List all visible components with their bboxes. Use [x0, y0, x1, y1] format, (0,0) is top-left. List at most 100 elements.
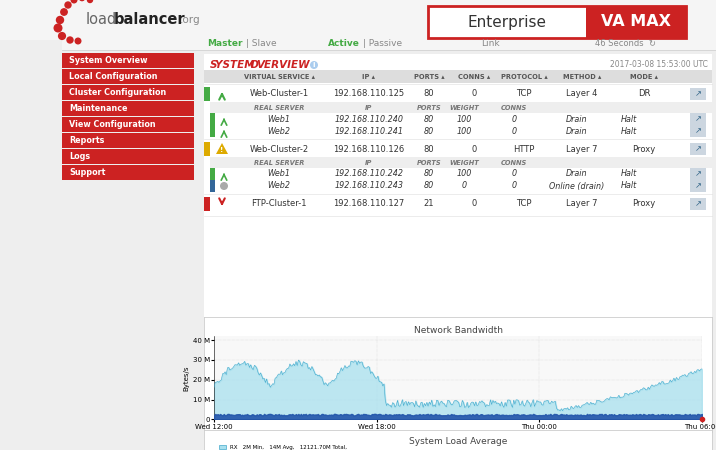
Bar — [690, 88, 706, 100]
Text: Drain: Drain — [566, 126, 588, 135]
Text: load: load — [86, 13, 117, 27]
Text: Proxy: Proxy — [632, 199, 656, 208]
Circle shape — [67, 37, 73, 43]
Text: YSTEM: YSTEM — [215, 60, 258, 70]
Text: View Configuration: View Configuration — [69, 120, 155, 129]
Legend: RX   2M Min,   14M Avg,   12121.70M Total,, TX   2M Min,   14M Avg,   11972.39M : RX 2M Min, 14M Avg, 12121.70M Total,, TX… — [217, 443, 349, 450]
Text: PORTS: PORTS — [417, 105, 441, 111]
Bar — [210, 102, 712, 113]
Text: Halt: Halt — [621, 114, 637, 123]
Text: Layer 7: Layer 7 — [566, 199, 598, 208]
Text: CONNS: CONNS — [501, 105, 527, 111]
Text: | Passive: | Passive — [360, 40, 402, 49]
Text: Active: Active — [328, 40, 360, 49]
Text: Layer 7: Layer 7 — [566, 144, 598, 153]
Bar — [210, 125, 215, 137]
Text: 2017-03-08 15:53:00 UTC: 2017-03-08 15:53:00 UTC — [610, 60, 708, 69]
Bar — [690, 113, 706, 125]
Circle shape — [310, 61, 318, 69]
Circle shape — [57, 17, 64, 23]
Text: | Slave: | Slave — [243, 40, 276, 49]
Text: 0: 0 — [471, 144, 477, 153]
Text: Logs: Logs — [69, 152, 90, 161]
Text: CONNS: CONNS — [501, 160, 527, 166]
Text: VERVIEW: VERVIEW — [256, 60, 309, 70]
Text: FTP-Cluster-1: FTP-Cluster-1 — [251, 199, 306, 208]
Text: 46 Seconds  ↻: 46 Seconds ↻ — [594, 40, 655, 49]
Text: 192.168.110.241: 192.168.110.241 — [334, 126, 404, 135]
Circle shape — [59, 32, 65, 40]
Bar — [62, 69, 194, 84]
Text: .org: .org — [180, 15, 200, 25]
Text: 100: 100 — [456, 170, 472, 179]
Text: Proxy: Proxy — [632, 144, 656, 153]
Text: Maintenance: Maintenance — [69, 104, 127, 113]
Text: S: S — [210, 60, 218, 70]
Bar — [62, 165, 194, 180]
Text: !: ! — [221, 147, 223, 153]
Text: Local Configuration: Local Configuration — [69, 72, 158, 81]
Bar — [690, 125, 706, 137]
Y-axis label: Bytes/s: Bytes/s — [184, 365, 190, 391]
Circle shape — [71, 0, 77, 3]
Text: Halt: Halt — [621, 181, 637, 190]
Text: WEIGHT: WEIGHT — [449, 105, 479, 111]
Text: 0: 0 — [471, 199, 477, 208]
Text: System Load Average: System Load Average — [409, 437, 507, 446]
Text: 0: 0 — [511, 170, 516, 179]
Text: VA MAX: VA MAX — [601, 14, 671, 30]
Bar — [428, 6, 686, 38]
Circle shape — [87, 0, 92, 3]
Text: ↗: ↗ — [695, 199, 702, 208]
Bar — [62, 117, 194, 132]
Text: Cluster Configuration: Cluster Configuration — [69, 88, 166, 97]
Text: 0: 0 — [511, 181, 516, 190]
Bar — [690, 143, 706, 155]
Text: Layer 4: Layer 4 — [566, 90, 598, 99]
Bar — [690, 198, 706, 210]
Text: METHOD ▴: METHOD ▴ — [563, 74, 601, 80]
Bar — [204, 142, 210, 156]
Text: Halt: Halt — [621, 126, 637, 135]
Bar — [62, 101, 194, 116]
Text: Web-Cluster-2: Web-Cluster-2 — [249, 144, 309, 153]
Text: Master: Master — [208, 40, 243, 49]
Bar — [62, 85, 194, 100]
Text: IP: IP — [365, 105, 373, 111]
Text: 80: 80 — [424, 170, 434, 179]
Text: Web1: Web1 — [268, 114, 291, 123]
Text: Enterprise: Enterprise — [468, 14, 546, 30]
Text: 0: 0 — [461, 181, 467, 190]
Text: TCP: TCP — [516, 199, 532, 208]
Text: 192.168.110.126: 192.168.110.126 — [334, 144, 405, 153]
Text: TCP: TCP — [516, 90, 532, 99]
Text: IP ▴: IP ▴ — [362, 74, 375, 80]
Polygon shape — [216, 143, 228, 154]
Text: Drain: Drain — [566, 114, 588, 123]
Text: 80: 80 — [424, 126, 434, 135]
Circle shape — [65, 2, 71, 8]
Text: WEIGHT: WEIGHT — [449, 160, 479, 166]
Text: 100: 100 — [456, 126, 472, 135]
Bar — [586, 6, 686, 38]
Circle shape — [75, 38, 81, 44]
Text: balancer: balancer — [114, 13, 185, 27]
Text: 21: 21 — [424, 199, 434, 208]
Text: IP: IP — [365, 160, 373, 166]
Text: ↗: ↗ — [695, 90, 702, 99]
Text: HTTP: HTTP — [513, 144, 535, 153]
Bar — [204, 70, 712, 83]
Bar — [210, 168, 215, 180]
Text: 80: 80 — [424, 114, 434, 123]
Text: 192.168.110.242: 192.168.110.242 — [334, 170, 404, 179]
Text: 80: 80 — [424, 90, 435, 99]
Text: ↗: ↗ — [695, 126, 702, 135]
Text: Reports: Reports — [69, 136, 105, 145]
Text: DR: DR — [638, 90, 650, 99]
Bar — [0, 0, 716, 40]
Bar — [62, 53, 194, 68]
Bar — [204, 197, 210, 211]
Text: 0: 0 — [471, 90, 477, 99]
Text: PORTS ▴: PORTS ▴ — [414, 74, 445, 80]
Text: PROTOCOL ▴: PROTOCOL ▴ — [500, 74, 547, 80]
